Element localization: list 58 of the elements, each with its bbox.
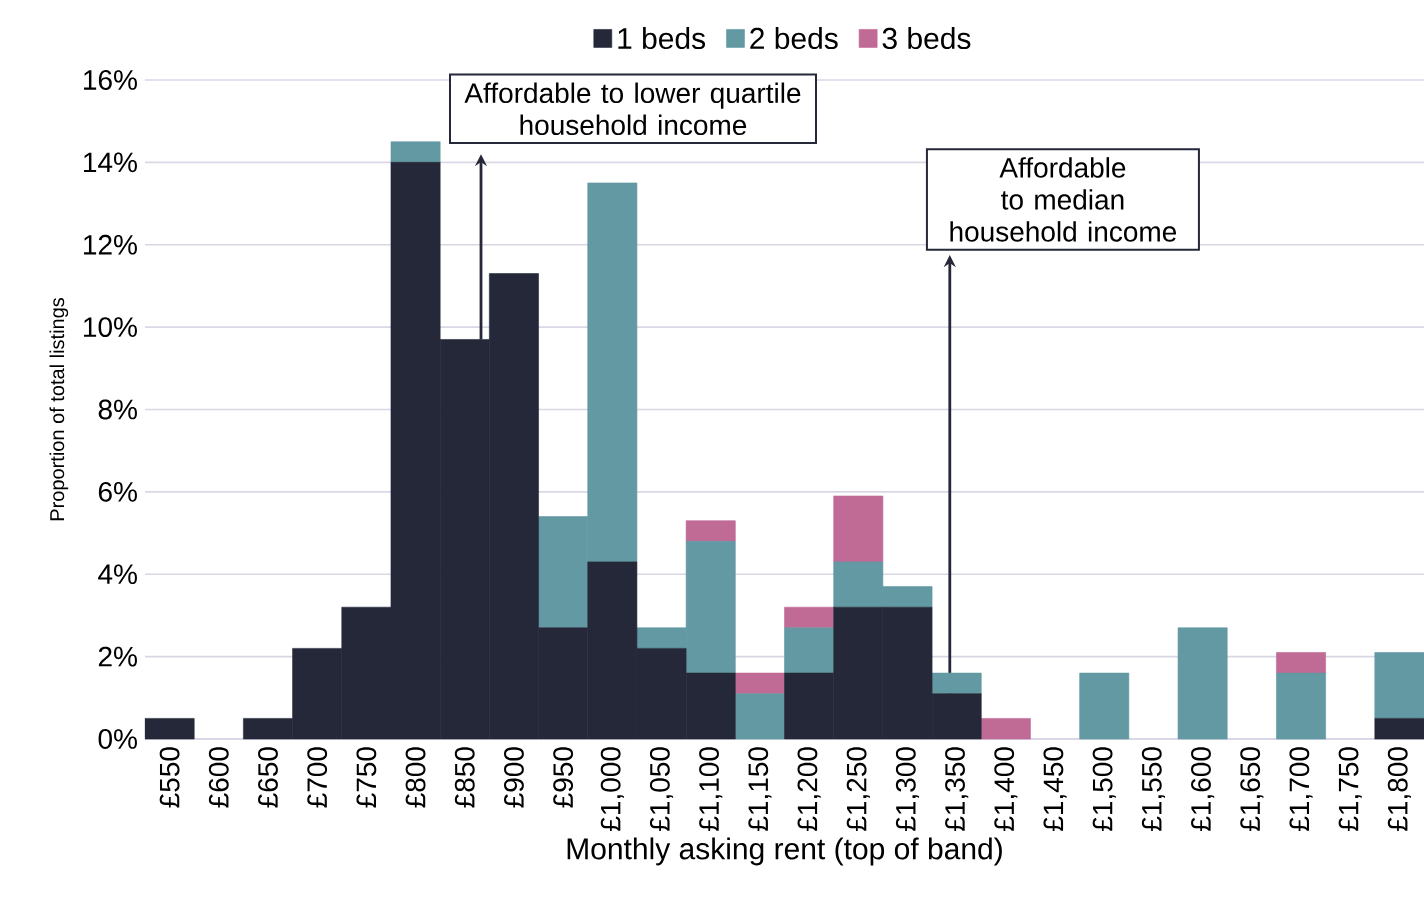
x-tick-label: £1,200 — [797, 747, 821, 831]
annotation: Affordable to median household income — [950, 157, 1177, 242]
bar — [735, 693, 785, 740]
bar — [390, 141, 441, 163]
bar — [980, 718, 1031, 740]
x-tick-label: £550 — [159, 747, 180, 808]
x-tick-label: £1,100 — [699, 747, 723, 831]
x-tick-label: £950 — [553, 747, 574, 808]
x-tick-label: £850 — [454, 747, 475, 808]
bar — [1177, 627, 1228, 740]
y-tick-label: 0% — [98, 729, 137, 749]
x-tick-label: £1,150 — [748, 747, 772, 831]
legend-label: 1 beds — [618, 27, 706, 50]
x-tick-label: £1,450 — [1043, 747, 1067, 831]
bar — [784, 627, 834, 674]
x-tick-label: £1,400 — [994, 747, 1018, 831]
x-tick-label: £1,700 — [1289, 747, 1313, 831]
x-tick-label: £750 — [356, 747, 377, 808]
bar — [833, 495, 884, 563]
y-axis-title: Proportion of total listings — [49, 297, 69, 521]
x-tick-label: £1,550 — [1141, 747, 1166, 831]
bar — [784, 606, 834, 629]
y-tick-label: 14% — [84, 152, 137, 173]
legend-label: 2 beds — [750, 27, 838, 50]
x-tick-label: £1,500 — [1092, 747, 1116, 831]
annotation: Affordable to lower quartile household income — [464, 82, 801, 136]
x-tick-label: £1,750 — [1338, 747, 1362, 831]
x-tick-label: £600 — [208, 747, 229, 808]
x-tick-label: £1,350 — [945, 747, 969, 831]
bar — [1079, 672, 1130, 740]
bar — [1276, 672, 1326, 740]
x-tick-label: £1,050 — [649, 747, 674, 831]
x-tick-label: £1,650 — [1240, 747, 1264, 831]
y-tick-label: 16% — [84, 70, 137, 90]
x-tick-label: £900 — [504, 747, 524, 808]
y-tick-label: 8% — [98, 399, 137, 420]
y-tick-label: 2% — [98, 646, 137, 667]
bar — [1276, 652, 1326, 674]
x-tick-label: £1,250 — [846, 747, 870, 831]
x-axis-title: Monthly asking rent (top of band) — [567, 837, 1002, 866]
bar — [1374, 652, 1424, 719]
legend-label: 3 beds — [882, 27, 971, 50]
bar — [144, 718, 195, 740]
y-tick-label: 10% — [84, 317, 137, 338]
x-tick-label: £650 — [258, 747, 278, 808]
y-tick-label: 12% — [84, 234, 137, 255]
x-tick-label: £1,300 — [895, 747, 920, 831]
bar — [931, 672, 982, 694]
x-tick-label: £700 — [307, 747, 328, 808]
x-tick-label: £1,000 — [600, 747, 624, 831]
y-tick-label: 4% — [98, 564, 137, 585]
bar — [735, 672, 785, 694]
bar — [685, 520, 736, 542]
x-tick-label: £1,800 — [1387, 747, 1411, 831]
x-tick-label: £1,600 — [1191, 747, 1215, 831]
x-tick-label: £800 — [405, 747, 426, 808]
bar — [1374, 718, 1424, 740]
y-tick-label: 6% — [98, 481, 137, 502]
